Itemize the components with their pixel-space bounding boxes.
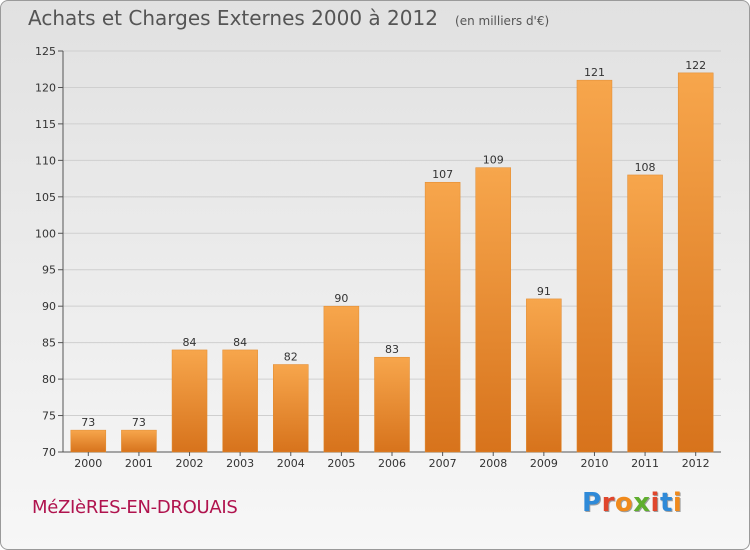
data-label: 73	[81, 416, 95, 429]
bar-2007	[424, 181, 461, 453]
y-tick-label: 110	[35, 154, 56, 167]
x-tick-label: 2011	[631, 457, 659, 470]
x-tick-label: 2007	[429, 457, 457, 470]
data-label: 84	[233, 336, 247, 349]
data-label: 84	[183, 336, 197, 349]
x-tick-label: 2000	[74, 457, 102, 470]
data-label: 73	[132, 416, 146, 429]
bar-2004	[273, 364, 309, 453]
data-label: 83	[385, 343, 399, 356]
bar-2010	[576, 79, 613, 453]
data-label: 121	[584, 66, 605, 79]
y-tick-label: 120	[35, 81, 56, 94]
data-label: 107	[432, 168, 453, 181]
bar-2009	[526, 298, 562, 453]
bar-2000	[70, 429, 107, 453]
x-tick-label: 2012	[682, 457, 710, 470]
bar-2005	[323, 305, 360, 453]
y-tick-label: 105	[35, 191, 56, 204]
x-tick-label: 2004	[277, 457, 305, 470]
x-tick-label: 2008	[479, 457, 507, 470]
logo-letter: t	[659, 488, 673, 518]
proxiti-logo: Proxiti	[582, 488, 682, 518]
chart-title-row: Achats et Charges Externes 2000 à 2012 (…	[28, 6, 549, 30]
logo-letter: i	[650, 488, 660, 518]
logo-letter: r	[601, 488, 615, 518]
y-tick-label: 90	[42, 300, 56, 313]
data-label: 109	[483, 154, 504, 167]
bar-2008	[475, 167, 511, 453]
y-tick-label: 85	[42, 337, 56, 350]
bar-2003	[222, 349, 258, 453]
x-tick-label: 2010	[580, 457, 608, 470]
y-tick-label: 125	[35, 45, 56, 58]
bar-2001	[121, 429, 157, 453]
bar-2012	[677, 72, 714, 453]
town-name: MéZIèRES-EN-DROUAIS	[32, 497, 238, 518]
logo-letter: o	[614, 488, 634, 518]
data-label: 91	[537, 285, 551, 298]
y-tick-label: 95	[42, 264, 56, 277]
y-tick-label: 100	[35, 227, 56, 240]
bar-2011	[627, 174, 663, 453]
data-label: 90	[334, 292, 348, 305]
x-tick-label: 2005	[327, 457, 355, 470]
chart-unit: (en milliers d'€)	[455, 14, 550, 28]
x-tick-label: 2003	[226, 457, 254, 470]
y-tick-label: 70	[42, 446, 56, 459]
data-label: 108	[635, 161, 656, 174]
bar-2002	[171, 349, 208, 453]
y-tick-label: 80	[42, 373, 56, 386]
logo-letter: x	[633, 488, 651, 518]
data-label: 82	[284, 351, 298, 364]
chart-title: Achats et Charges Externes 2000 à 2012	[28, 6, 438, 30]
x-tick-label: 2001	[125, 457, 153, 470]
bar-2006	[374, 356, 410, 453]
logo-letter: P	[582, 488, 602, 518]
x-tick-label: 2002	[176, 457, 204, 470]
y-tick-label: 115	[35, 118, 56, 131]
y-tick-label: 75	[42, 410, 56, 423]
data-label: 122	[685, 59, 706, 72]
x-tick-label: 2006	[378, 457, 406, 470]
logo-letter: i	[672, 488, 683, 518]
x-tick-label: 2009	[530, 457, 558, 470]
